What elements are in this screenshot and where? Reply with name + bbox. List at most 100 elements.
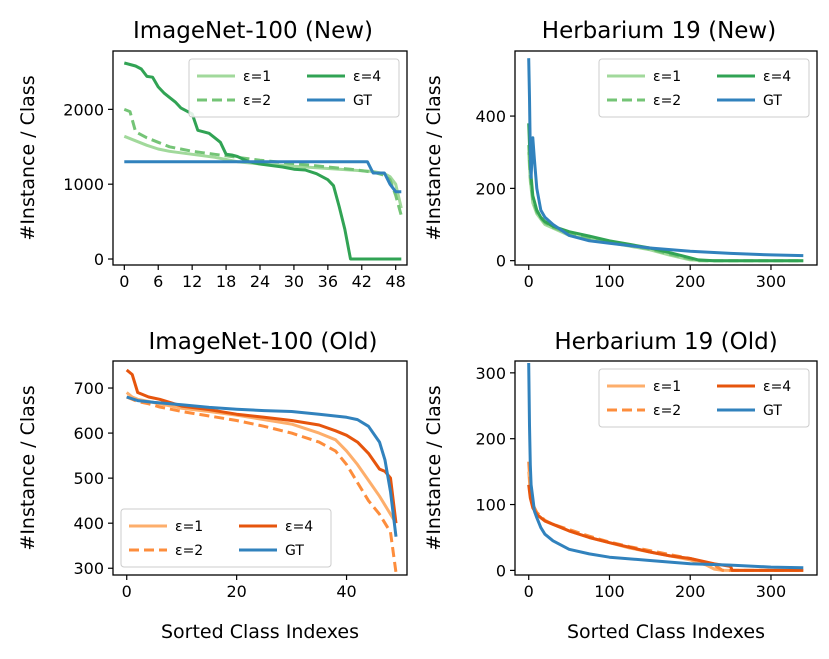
x-tick-label: 0 bbox=[119, 272, 129, 291]
legend: ε=1 ε=2 ε=4 GT bbox=[120, 508, 332, 568]
x-tick-label: 24 bbox=[250, 272, 270, 291]
legend-box bbox=[188, 58, 400, 118]
legend-label: GT bbox=[763, 403, 782, 419]
x-tick-label: 300 bbox=[756, 582, 787, 601]
series-layer bbox=[527, 362, 804, 572]
legend-label: GT bbox=[285, 543, 304, 559]
panel-title: ImageNet-100 (New) bbox=[133, 18, 373, 44]
x-tick-label: 18 bbox=[216, 272, 236, 291]
x-tick-label: 0 bbox=[524, 272, 534, 291]
x-tick-label: 6 bbox=[153, 272, 163, 291]
y-tick-label: 0 bbox=[94, 250, 104, 269]
y-tick-label: 2000 bbox=[63, 100, 104, 119]
legend-label: ε=4 bbox=[285, 519, 313, 535]
plot-frame bbox=[112, 360, 408, 576]
legend-label: ε=4 bbox=[353, 69, 381, 85]
x-tick-label: 36 bbox=[318, 272, 338, 291]
panel-title: Herbarium 19 (New) bbox=[542, 18, 776, 44]
series-line bbox=[527, 484, 804, 572]
x-tick-label: 48 bbox=[386, 272, 406, 291]
x-tick-label: 20 bbox=[226, 582, 246, 601]
panel-title: ImageNet-100 (Old) bbox=[149, 329, 378, 355]
y-axis-label: #Instance / Class bbox=[17, 75, 39, 240]
series-line bbox=[527, 144, 804, 263]
y-axis-label: #Instance / Class bbox=[423, 385, 445, 550]
legend-box bbox=[598, 58, 810, 118]
series-layer bbox=[125, 368, 398, 573]
legend-label: ε=1 bbox=[653, 69, 681, 85]
y-tick-label: 500 bbox=[73, 469, 104, 488]
y-tick-label: 300 bbox=[475, 364, 506, 383]
x-axis-label: Sorted Class Indexes bbox=[161, 621, 359, 643]
panel-title: Herbarium 19 (Old) bbox=[554, 329, 777, 355]
series-layer bbox=[527, 58, 804, 263]
legend-box bbox=[598, 368, 810, 428]
legend-label: GT bbox=[353, 93, 372, 109]
x-tick-label: 42 bbox=[352, 272, 372, 291]
y-ticks: 300 400 500 600 700 bbox=[73, 379, 113, 578]
y-axis-label: #Instance / Class bbox=[17, 385, 39, 550]
legend: ε=1 ε=2 ε=4 GT bbox=[188, 58, 400, 118]
series-line bbox=[126, 395, 398, 537]
y-tick-label: 200 bbox=[475, 430, 506, 449]
panel-herbarium-new: Herbarium 19 (New) 0 100 200 300 0 200 400 #I… bbox=[423, 18, 818, 291]
y-ticks: 0 200 400 bbox=[475, 107, 515, 271]
x-tick-label: 300 bbox=[756, 272, 787, 291]
series-line bbox=[123, 134, 403, 209]
series-line bbox=[125, 391, 398, 524]
legend-label: ε=2 bbox=[175, 543, 203, 559]
y-axis-label: #Instance / Class bbox=[423, 75, 445, 240]
legend-label: GT bbox=[763, 93, 782, 109]
y-tick-label: 200 bbox=[475, 179, 506, 198]
x-tick-label: 12 bbox=[182, 272, 202, 291]
series-line bbox=[123, 61, 402, 261]
legend-label: ε=1 bbox=[653, 379, 681, 395]
legend-label: ε=4 bbox=[763, 379, 791, 395]
legend-label: ε=2 bbox=[243, 93, 271, 109]
series-line bbox=[527, 123, 804, 263]
x-axis-label: Sorted Class Indexes bbox=[567, 621, 765, 643]
series-layer bbox=[123, 61, 403, 261]
series-line bbox=[527, 362, 804, 570]
x-tick-label: 100 bbox=[594, 272, 625, 291]
x-tick-label: 0 bbox=[524, 582, 534, 601]
y-tick-label: 0 bbox=[496, 252, 506, 271]
y-tick-label: 400 bbox=[73, 514, 104, 533]
x-tick-label: 100 bbox=[594, 582, 625, 601]
x-tick-label: 200 bbox=[675, 272, 706, 291]
plot-frame bbox=[514, 50, 818, 266]
x-tick-label: 40 bbox=[336, 582, 356, 601]
series-line bbox=[527, 152, 804, 263]
legend-label: ε=2 bbox=[653, 403, 681, 419]
x-tick-label: 0 bbox=[122, 582, 132, 601]
y-tick-label: 1000 bbox=[63, 175, 104, 194]
y-tick-label: 700 bbox=[73, 379, 104, 398]
legend-box bbox=[120, 508, 332, 568]
panel-herbarium-old: Herbarium 19 (Old) 0 100 200 300 0 100 200 300… bbox=[423, 329, 818, 643]
plot-frame bbox=[514, 360, 818, 576]
panel-imagenet-old: ImageNet-100 (Old) 0 20 40 300 400 500 600 700… bbox=[17, 329, 408, 643]
y-tick-label: 600 bbox=[73, 424, 104, 443]
x-ticks: 0 100 200 300 bbox=[524, 265, 787, 291]
y-ticks: 0 100 200 300 bbox=[475, 364, 515, 580]
y-tick-label: 100 bbox=[475, 496, 506, 515]
series-line bbox=[125, 368, 398, 524]
x-ticks: 0 20 40 bbox=[122, 575, 357, 601]
series-line bbox=[124, 160, 402, 194]
series-line bbox=[126, 395, 398, 573]
y-tick-label: 400 bbox=[475, 107, 506, 126]
series-line bbox=[527, 58, 804, 258]
legend-label: ε=4 bbox=[763, 69, 791, 85]
x-ticks: 0 100 200 300 bbox=[524, 575, 787, 601]
panel-imagenet-new: ImageNet-100 (New) 0 6 12 18 24 30 36 42 48 0 100… bbox=[17, 18, 408, 291]
x-ticks: 0 6 12 18 24 30 36 42 48 bbox=[119, 265, 406, 291]
legend-label: ε=2 bbox=[653, 93, 681, 109]
legend: ε=1 ε=2 ε=4 GT bbox=[598, 58, 810, 118]
y-tick-label: 0 bbox=[496, 561, 506, 580]
x-tick-label: 200 bbox=[675, 582, 706, 601]
legend: ε=1 ε=2 ε=4 GT bbox=[598, 368, 810, 428]
y-ticks: 0 1000 2000 bbox=[63, 100, 113, 269]
x-tick-label: 30 bbox=[284, 272, 304, 291]
legend-label: ε=1 bbox=[175, 519, 203, 535]
